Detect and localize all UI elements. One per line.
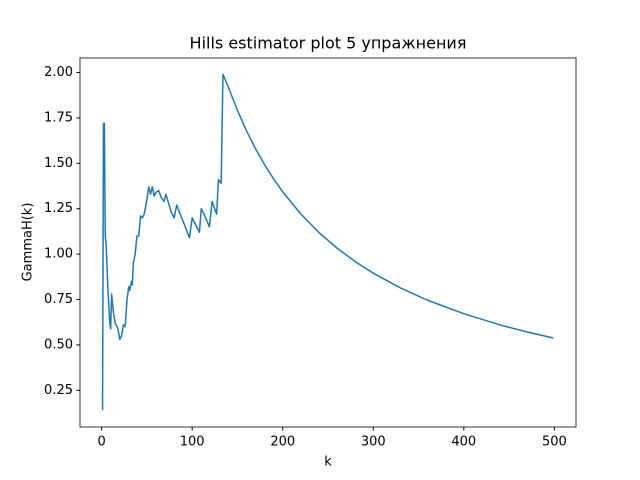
y-tick-label: 0.50 — [44, 337, 73, 352]
x-tick-label: 0 — [97, 435, 105, 450]
y-tick-label: 1.25 — [44, 201, 73, 216]
data-line — [101, 73, 554, 411]
y-tick-label: 0.75 — [44, 292, 73, 307]
y-tick-label: 2.00 — [44, 65, 73, 80]
y-tick-label: 1.00 — [44, 247, 73, 262]
chart-title: Hills estimator plot 5 упражнения — [190, 34, 467, 53]
y-tick-label: 0.25 — [44, 383, 73, 398]
x-tick-label: 100 — [180, 435, 205, 450]
axes-frame — [79, 57, 577, 428]
x-tick-label: 400 — [451, 435, 476, 450]
x-tick-label: 300 — [361, 435, 386, 450]
y-tick-label: 1.50 — [44, 156, 73, 171]
y-tick-label: 1.75 — [44, 110, 73, 125]
x-axis-label: k — [324, 455, 332, 470]
x-tick-label: 200 — [270, 435, 295, 450]
y-axis-label: GammaH(k) — [21, 203, 36, 282]
x-tick-label: 500 — [542, 435, 567, 450]
